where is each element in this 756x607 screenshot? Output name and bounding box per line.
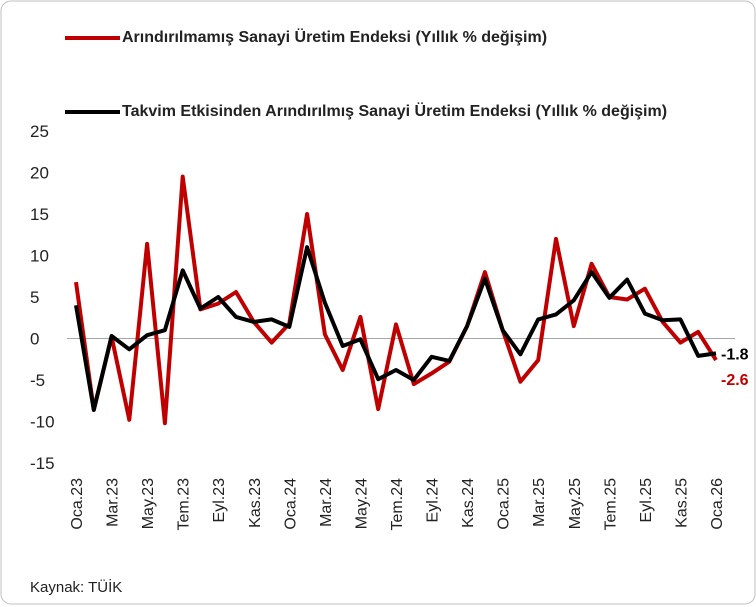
y-tick-label: -10 — [30, 413, 55, 432]
y-tick-label: 5 — [30, 288, 39, 307]
x-tick-label: Mar.24 — [318, 478, 335, 527]
source: Kaynak: TÜİK — [30, 578, 122, 596]
data-label: -1.8 — [721, 346, 749, 363]
y-tick-label: 10 — [30, 247, 49, 266]
x-tick-label: Oca.25 — [496, 478, 513, 530]
x-tick-label: May.25 — [567, 478, 584, 529]
x-tick-label: Mar.23 — [105, 478, 122, 527]
legend-label: Arındırılmamış Sanayi Üretim Endeksi (Yı… — [122, 29, 548, 46]
x-tick-label: Kas.23 — [247, 478, 264, 528]
legend-label: Takvim Etkisinden Arındırılmış Sanayi Ür… — [122, 103, 668, 120]
series-line — [74, 245, 717, 412]
x-tick-label: Kas.25 — [673, 478, 690, 528]
y-tick-label: 20 — [30, 164, 49, 183]
x-tick-label: May.23 — [140, 478, 157, 529]
y-tick-label: -5 — [30, 371, 45, 390]
x-tick-label: Oca.23 — [69, 478, 86, 530]
x-tick-label: Oca.24 — [282, 478, 299, 530]
x-tick-label: Kas.24 — [460, 478, 477, 528]
x-tick-label: Mar.25 — [531, 478, 548, 527]
y-tick-label: -15 — [30, 454, 55, 473]
x-tick-label: Oca.26 — [709, 478, 726, 530]
y-tick-label: 0 — [30, 330, 39, 349]
data-label: -2.6 — [721, 372, 749, 389]
x-tick-label: Eyl.24 — [425, 478, 442, 523]
x-tick-label: Tem.25 — [602, 478, 619, 531]
y-tick-label: 15 — [30, 205, 49, 224]
x-tick-label: Tem.23 — [176, 478, 193, 531]
x-tick-label: May.24 — [353, 478, 370, 529]
x-tick-label: Tem.24 — [389, 478, 406, 531]
x-tick-label: Eyl.23 — [211, 478, 228, 523]
x-tick-label: Eyl.25 — [638, 478, 655, 523]
y-tick-label: 25 — [30, 122, 49, 141]
